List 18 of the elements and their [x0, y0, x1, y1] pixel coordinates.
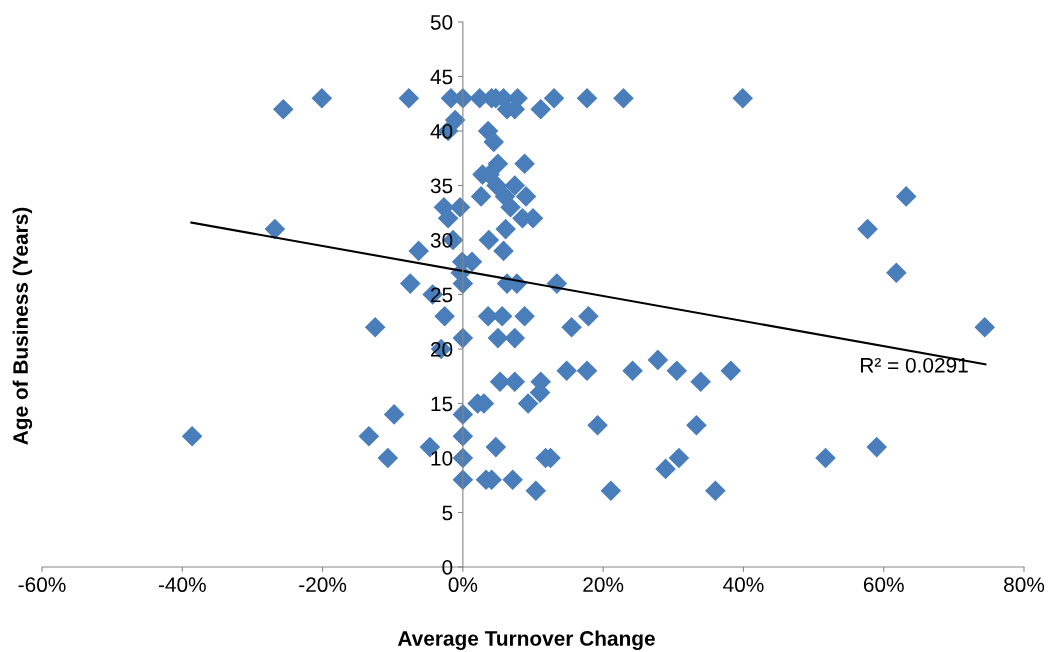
- x-tick-label: 60%: [863, 577, 904, 593]
- x-tick-label: 20%: [583, 577, 624, 593]
- y-tick-label: 50: [430, 15, 453, 30]
- annotation: R² = 0.0291: [861, 357, 968, 373]
- x-tick-label: -40%: [158, 577, 206, 593]
- x-axis-title: Average Turnover Change: [397, 630, 655, 651]
- x-tick-label: 0%: [448, 577, 478, 593]
- x-tick-label: 80%: [1004, 577, 1045, 593]
- y-tick-label: 35: [430, 178, 453, 194]
- y-tick-label: 5: [442, 505, 453, 521]
- y-tick-label: 10: [431, 451, 453, 466]
- x-tick-label: -20%: [299, 577, 347, 593]
- y-axis-title: Age of Business (Years): [12, 207, 33, 445]
- y-tick-label: 45: [430, 69, 453, 85]
- x-tick-label: 40%: [723, 577, 764, 593]
- y-tick-label: 0: [442, 560, 453, 575]
- x-tick-label: -60%: [18, 577, 66, 593]
- y-tick-label: 15: [431, 396, 453, 412]
